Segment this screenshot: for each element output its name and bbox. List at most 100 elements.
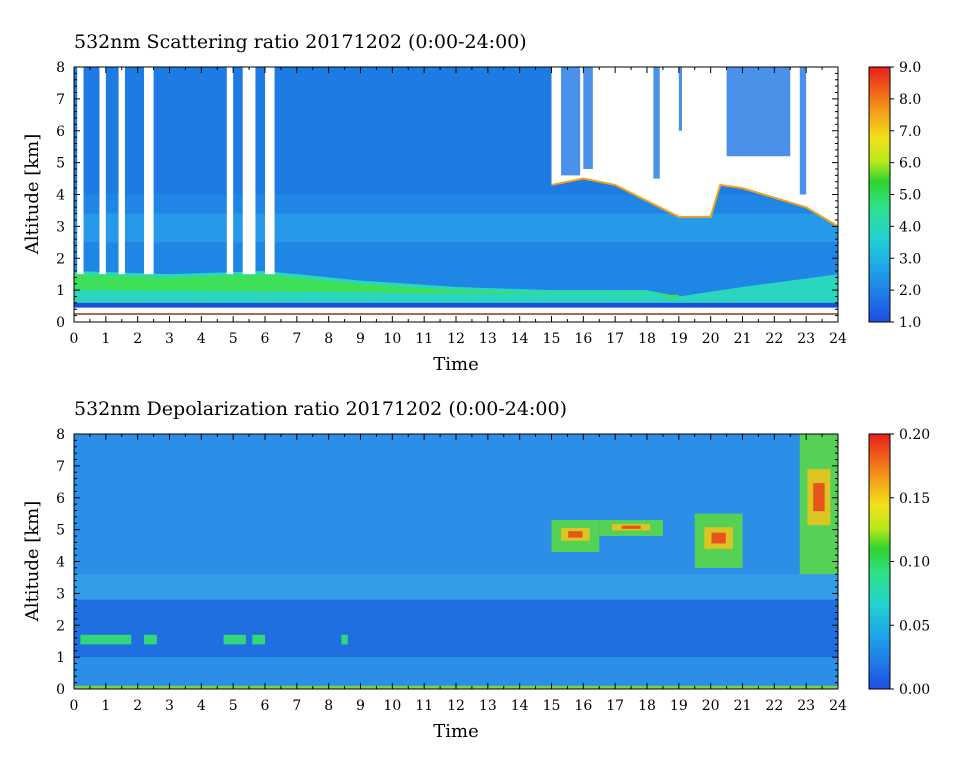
colorbar-tick-label: 0.20 — [899, 427, 930, 443]
colorbar-tick-label: 3.0 — [899, 251, 921, 267]
colorbar-tick-label: 9.0 — [899, 60, 921, 76]
x-tick-label: 1 — [101, 331, 110, 347]
x-tick-label: 11 — [415, 698, 433, 714]
signal-streak — [799, 67, 807, 195]
x-tick-label: 23 — [797, 698, 815, 714]
cloud-base-edge — [551, 177, 839, 228]
colorbar-tick-label: 8.0 — [899, 92, 921, 108]
colorbar-tick-label: 0.05 — [899, 618, 930, 634]
colorbar-tick-label: 0.15 — [899, 491, 930, 507]
high-depol-peak — [568, 531, 583, 538]
y-tick-label: 2 — [56, 251, 65, 267]
y-tick-label: 3 — [56, 586, 65, 602]
depol-blob — [80, 634, 132, 645]
y-tick-label: 5 — [56, 523, 65, 539]
colorbar-tick-label: 4.0 — [899, 219, 921, 235]
y-tick-label: 6 — [56, 124, 65, 140]
y-tick-label: 4 — [56, 555, 65, 571]
colorbar-tick-label: 6.0 — [899, 156, 921, 172]
missing-data-gap — [99, 67, 106, 275]
x-tick-label: 12 — [447, 698, 465, 714]
mid-band — [74, 213, 838, 243]
signal-streak — [678, 67, 683, 131]
aerosol-core — [74, 274, 679, 300]
x-tick-label: 7 — [292, 331, 301, 347]
y-tick-label: 7 — [56, 459, 65, 475]
colorbar-ticks: 0.00 0.05 0.10 0.15 0.20 — [890, 427, 930, 698]
y-tick-label: 3 — [56, 219, 65, 235]
x-tick-label: 12 — [447, 331, 465, 347]
colorbar — [868, 66, 891, 323]
chart-title: 532nm Depolarization ratio 20171202 (0:0… — [74, 398, 567, 420]
scattering-panel: 532nm Scattering ratio 20171202 (0:00-24… — [22, 31, 921, 375]
x-tick-label: 6 — [261, 331, 270, 347]
missing-data-gap — [226, 67, 234, 275]
x-tick-label: 16 — [574, 698, 592, 714]
x-tick-label: 20 — [702, 331, 720, 347]
missing-data-gap — [242, 67, 256, 275]
x-tick-label: 14 — [511, 698, 529, 714]
y-tick-label: 5 — [56, 156, 65, 172]
x-axis: 0 1 2 3 4 5 6 7 8 9 10 11 12 13 14 15 16 17 18 19 20 21 22 23 24 — [70, 67, 847, 347]
x-tick-label: 4 — [197, 331, 206, 347]
x-tick-label: 17 — [606, 698, 624, 714]
x-tick-label: 10 — [383, 331, 401, 347]
heatmap-area — [74, 434, 838, 689]
x-tick-label: 18 — [638, 698, 656, 714]
y-tick-label: 1 — [56, 283, 65, 299]
x-tick-label: 14 — [511, 331, 529, 347]
x-axis-label: Time — [433, 721, 478, 742]
x-tick-label: 5 — [229, 698, 238, 714]
high-depol-peak — [621, 525, 641, 529]
x-tick-label: 21 — [734, 331, 752, 347]
x-tick-label: 7 — [292, 698, 301, 714]
surface-band — [74, 302, 838, 308]
missing-data-gap — [118, 67, 125, 275]
colorbar-tick-label: 5.0 — [899, 188, 921, 204]
missing-data-gap — [77, 67, 84, 275]
chart-title: 532nm Scattering ratio 20171202 (0:00-24… — [74, 31, 527, 53]
x-tick-label: 19 — [670, 331, 688, 347]
y-tick-label: 0 — [56, 315, 65, 331]
depol-blob — [341, 634, 348, 645]
mid-band — [74, 574, 838, 600]
x-axis: 0 1 2 3 4 5 6 7 8 9 10 11 12 13 14 15 16 17 18 19 20 21 22 23 24 — [70, 434, 847, 714]
y-axis-label: Altitude [km] — [22, 501, 43, 623]
x-tick-label: 16 — [574, 331, 592, 347]
colorbar-tick-label: 0.00 — [899, 682, 930, 698]
depolarization-panel: 532nm Depolarization ratio 20171202 (0:0… — [22, 398, 930, 742]
x-tick-label: 13 — [479, 331, 497, 347]
x-tick-label: 4 — [197, 698, 206, 714]
colorbar-ticks: 1.0 2.0 3.0 4.0 5.0 6.0 7.0 8.0 9.0 — [890, 60, 921, 331]
depol-blob — [252, 634, 265, 645]
x-tick-label: 0 — [70, 698, 79, 714]
x-tick-label: 9 — [356, 698, 365, 714]
y-tick-label: 8 — [56, 427, 65, 443]
x-tick-label: 2 — [133, 698, 142, 714]
x-tick-label: 24 — [829, 698, 847, 714]
x-tick-label: 15 — [543, 698, 561, 714]
x-tick-label: 6 — [261, 698, 270, 714]
y-tick-label: 8 — [56, 60, 65, 76]
x-tick-label: 17 — [606, 331, 624, 347]
signal-streak — [583, 67, 593, 169]
x-tick-label: 23 — [797, 331, 815, 347]
colorbar — [868, 433, 891, 690]
x-tick-label: 3 — [165, 331, 174, 347]
x-tick-label: 8 — [324, 331, 333, 347]
x-tick-label: 3 — [165, 698, 174, 714]
y-tick-label: 6 — [56, 491, 65, 507]
y-axis: 0 1 2 3 4 5 6 7 8 — [56, 427, 838, 698]
boundary-layer — [74, 657, 838, 686]
x-tick-label: 10 — [383, 698, 401, 714]
low-band — [74, 599, 838, 658]
depol-blob — [223, 634, 246, 645]
x-tick-label: 8 — [324, 698, 333, 714]
heatmap-area — [74, 67, 839, 322]
x-tick-label: 11 — [415, 331, 433, 347]
high-depol-peak — [711, 532, 726, 544]
x-tick-label: 19 — [670, 698, 688, 714]
signal-streak — [561, 67, 581, 176]
missing-data-gap — [265, 67, 275, 275]
